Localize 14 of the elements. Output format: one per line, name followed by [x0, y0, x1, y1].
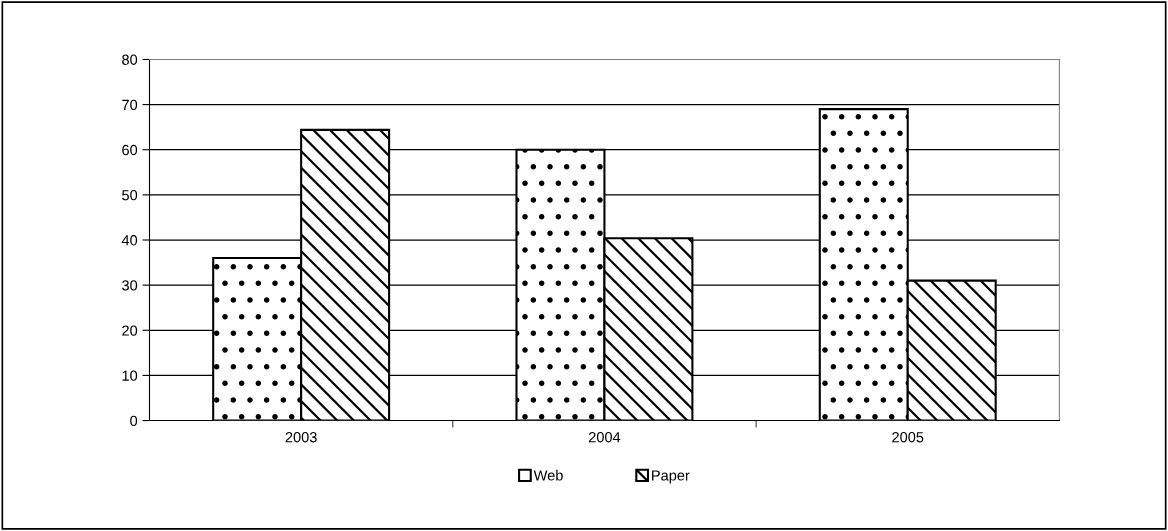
- y-tick-label: 20: [122, 325, 138, 336]
- y-tick-label: 60: [122, 144, 138, 156]
- y-tick-label: 30: [122, 280, 138, 291]
- x-tick-label: 2003: [285, 432, 317, 443]
- y-tick-label: 10: [122, 370, 138, 381]
- y-tick-label: 50: [122, 189, 138, 201]
- x-tick-label: 2004: [588, 432, 621, 443]
- y-tick-label: 80: [122, 54, 138, 65]
- x-tick-label: 2005: [892, 432, 924, 443]
- legend-label: Web: [533, 469, 563, 481]
- legend-label: Paper: [652, 470, 690, 484]
- y-tick-label: 40: [121, 235, 138, 246]
- y-tick-label: 70: [122, 99, 138, 111]
- y-tick-label: 0: [130, 415, 138, 426]
